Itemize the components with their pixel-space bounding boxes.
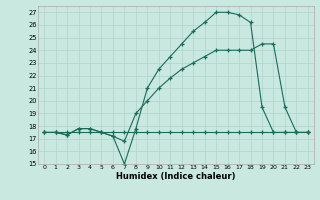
X-axis label: Humidex (Indice chaleur): Humidex (Indice chaleur) bbox=[116, 172, 236, 181]
